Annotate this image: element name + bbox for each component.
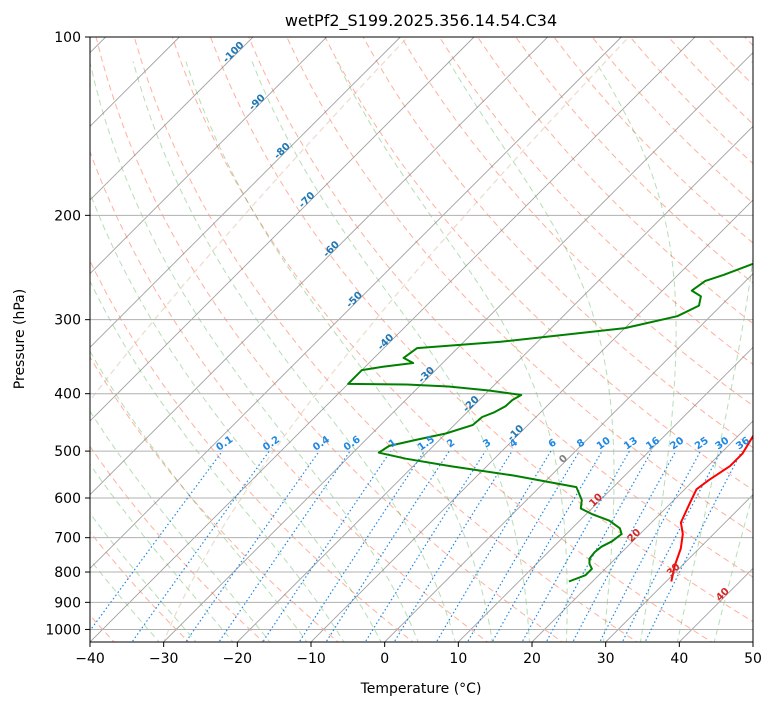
mixing-ratio-line — [131, 450, 270, 642]
x-tick-label: 10 — [449, 651, 467, 667]
x-tick-label: −10 — [296, 651, 326, 667]
x-tick-label: 20 — [523, 651, 541, 667]
isotherm — [90, 37, 254, 201]
isotherm — [531, 420, 753, 642]
isotherm — [310, 199, 753, 642]
dry-adiabat — [438, 37, 753, 366]
mixing-ratio-line — [466, 450, 580, 642]
isotherm — [90, 37, 696, 642]
mixing-ratio-line — [325, 450, 450, 642]
y-axis-label: Pressure (hPa) — [12, 289, 28, 389]
isotherm — [90, 37, 548, 496]
dry-adiabat — [400, 37, 753, 407]
y-tick-label: 200 — [54, 208, 81, 224]
isotherm — [90, 37, 327, 275]
mixing-ratio-line — [90, 450, 223, 632]
temperature-line — [670, 434, 753, 582]
mixing-ratio-line — [364, 450, 486, 642]
x-tick-label: 30 — [597, 651, 615, 667]
mixing-ratio-line — [262, 450, 392, 642]
y-tick-label: 500 — [54, 444, 81, 460]
isotherm — [458, 346, 753, 642]
mixing-ratio-line — [185, 450, 320, 642]
x-tick-label: 40 — [670, 651, 688, 667]
plot-area: 0.1 0.2 0.4 0.6 1 1.5 2 3 4 6 8 10 13 16 20 25 30 36-100-… — [90, 37, 753, 642]
x-tick-label: −20 — [223, 651, 253, 667]
dry-adiabat — [90, 259, 414, 642]
y-tick-label: 900 — [54, 595, 81, 611]
x-tick-label: −30 — [149, 651, 179, 667]
dry-adiabat — [286, 37, 753, 534]
plot-frame — [89, 36, 754, 643]
isotherm — [605, 494, 753, 642]
mixing-ratio-line — [599, 450, 702, 642]
isotherm — [163, 52, 753, 642]
x-tick-label: 0 — [380, 651, 389, 667]
isotherm — [384, 273, 753, 642]
dry-adiabat — [248, 37, 753, 578]
x-tick-label: 50 — [744, 651, 762, 667]
x-tick-label: −40 — [75, 651, 105, 667]
dewpoint-line — [347, 262, 753, 583]
mixing-ratio-line — [298, 450, 425, 642]
isotherm — [90, 37, 401, 348]
moist-adiabat — [90, 280, 345, 642]
y-tick-label: 800 — [54, 565, 81, 581]
mixing-ratio-line — [393, 450, 513, 642]
y-tick-label: 300 — [54, 313, 81, 329]
mixing-ratio-line — [572, 450, 677, 642]
moist-adiabat — [90, 191, 382, 642]
y-tick-label: 1000 — [45, 622, 81, 638]
dry-adiabat — [324, 37, 753, 491]
y-tick-label: 600 — [54, 491, 81, 507]
dry-adiabat — [362, 37, 753, 449]
y-tick-label: 700 — [54, 531, 81, 547]
isotherm — [237, 125, 753, 642]
isotherm — [90, 37, 475, 422]
isotherm — [90, 37, 622, 569]
mixing-ratio-line — [218, 450, 351, 642]
x-axis-label: Temperature (°C) — [360, 681, 482, 697]
chart-title: wetPf2_S199.2025.356.14.54.C34 — [285, 11, 557, 31]
y-tick-label: 400 — [54, 387, 81, 403]
mixing-ratio-line — [621, 450, 722, 642]
y-tick-label: 100 — [54, 30, 81, 46]
